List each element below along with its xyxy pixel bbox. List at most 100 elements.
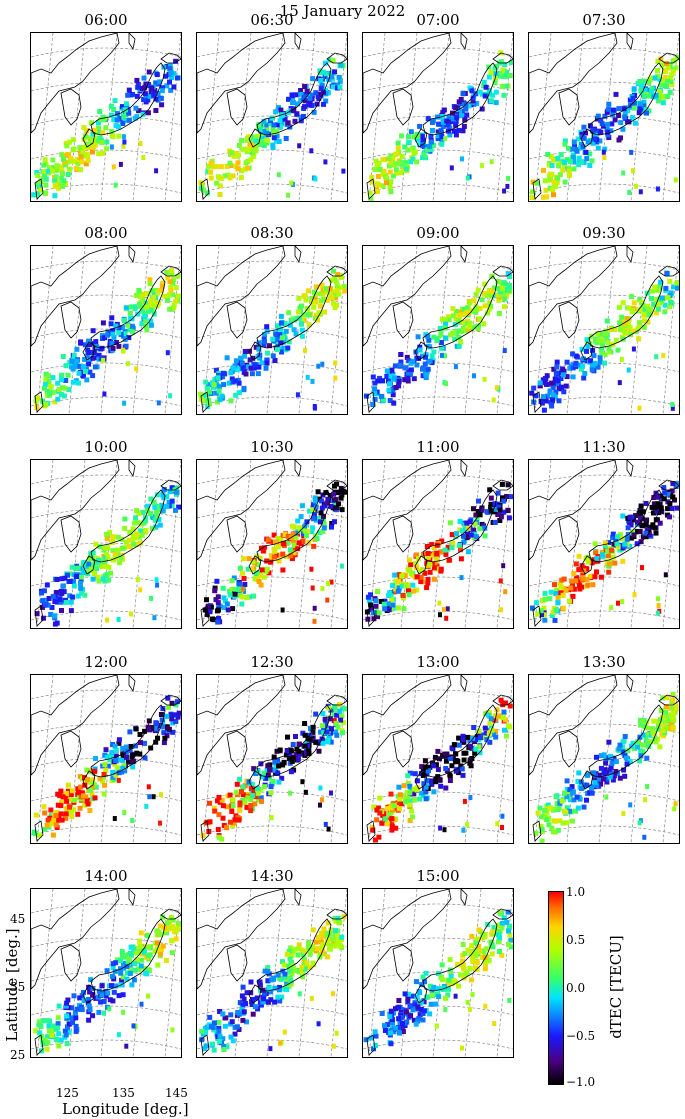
dtec-cell	[384, 175, 390, 181]
dtec-cell	[368, 1035, 374, 1041]
dtec-cell	[105, 545, 111, 551]
dtec-cell	[564, 805, 570, 811]
dtec-cell	[121, 1009, 126, 1015]
dtec-cell	[405, 795, 411, 801]
dtec-cell	[129, 611, 133, 617]
dtec-cell	[486, 710, 492, 715]
dtec-cell	[216, 607, 221, 613]
longitude-gridline	[598, 33, 616, 201]
dtec-cell	[53, 593, 59, 599]
dtec-cell	[103, 125, 109, 131]
dtec-cell	[420, 155, 426, 160]
dtec-cell	[56, 387, 62, 392]
latitude-gridline	[363, 294, 513, 305]
dtec-cell	[504, 83, 509, 89]
dtec-cell	[134, 957, 140, 963]
dtec-cell	[601, 149, 606, 155]
dtec-cell	[42, 826, 48, 832]
dtec-cell	[477, 526, 483, 532]
dtec-cell	[253, 134, 258, 140]
dtec-cell	[620, 126, 626, 132]
dtec-cell	[302, 732, 308, 738]
dtec-cell	[372, 396, 378, 402]
dtec-cell	[396, 585, 402, 591]
dtec-cell	[434, 556, 440, 562]
dtec-cell	[314, 101, 320, 107]
dtec-cell	[439, 352, 444, 358]
dtec-cell	[134, 531, 140, 537]
longitude-gridline	[496, 33, 513, 201]
dtec-cell	[375, 378, 381, 384]
dtec-cell	[584, 337, 590, 343]
dtec-cell	[595, 331, 601, 337]
map-panel: 08:30	[195, 225, 349, 415]
dtec-cell	[660, 97, 666, 103]
dtec-cell	[616, 746, 622, 752]
dtec-cell	[150, 514, 156, 520]
dtec-cell	[504, 494, 510, 499]
dtec-cell	[48, 813, 54, 819]
dtec-cell	[163, 73, 169, 79]
dtec-cell	[240, 146, 246, 152]
dtec-cell	[533, 600, 539, 606]
dtec-cell	[439, 538, 445, 544]
dtec-cell	[571, 586, 577, 592]
latitude-gridline	[197, 576, 347, 587]
dtec-cell	[258, 142, 264, 147]
dtec-cell	[341, 284, 347, 290]
dtec-cell	[535, 611, 541, 617]
dtec-cell	[606, 346, 612, 351]
dtec-cell	[466, 326, 472, 332]
panel-time-label: 13:00	[416, 653, 460, 671]
dtec-cell	[168, 288, 174, 293]
dtec-cell	[615, 534, 621, 540]
dtec-cell	[392, 572, 398, 578]
longitude-gridline	[368, 33, 386, 201]
dtec-cell	[437, 777, 443, 783]
coastline	[532, 178, 542, 200]
dtec-cell	[242, 349, 248, 354]
coastline	[492, 52, 513, 64]
dtec-map	[528, 32, 680, 202]
dtec-cell	[458, 972, 464, 978]
dtec-cell	[404, 789, 410, 795]
dtec-cell	[626, 367, 631, 373]
dtec-cell	[385, 821, 391, 827]
dtec-cell	[251, 593, 257, 599]
dtec-cell	[470, 955, 476, 961]
dtec-cell	[638, 82, 644, 88]
dtec-cell	[612, 560, 618, 566]
dtec-cell	[146, 967, 152, 973]
dtec-cell	[667, 89, 673, 95]
dtec-cell	[389, 823, 395, 829]
dtec-cell	[68, 1015, 74, 1021]
longitude-gridline	[132, 460, 150, 628]
dtec-cell	[501, 498, 507, 504]
dtec-cell	[275, 544, 281, 550]
dtec-cell	[151, 794, 156, 800]
dtec-cell	[35, 395, 41, 401]
dtec-cell	[143, 518, 149, 524]
dtec-cell	[564, 157, 570, 163]
dtec-cell	[655, 73, 661, 79]
dtec-cell	[585, 582, 591, 588]
dtec-cell	[507, 703, 513, 709]
dtec-cell	[442, 353, 447, 359]
dtec-cell	[252, 362, 258, 368]
longitude-gridline	[400, 246, 418, 414]
dtec-cells	[33, 914, 181, 1054]
dtec-cell	[473, 309, 479, 315]
dtec-cell	[423, 375, 429, 381]
dtec-cell	[328, 503, 334, 509]
dtec-cell	[262, 332, 268, 337]
dtec-cell	[45, 602, 51, 608]
dtec-cell	[299, 528, 305, 534]
dtec-cell	[137, 938, 142, 944]
dtec-cell	[85, 157, 91, 163]
dtec-cell	[265, 772, 271, 778]
dtec-cell	[562, 138, 568, 144]
dtec-cell	[115, 547, 121, 553]
dtec-cell	[476, 323, 481, 329]
dtec-cell	[396, 378, 402, 384]
dtec-cell	[270, 142, 276, 148]
